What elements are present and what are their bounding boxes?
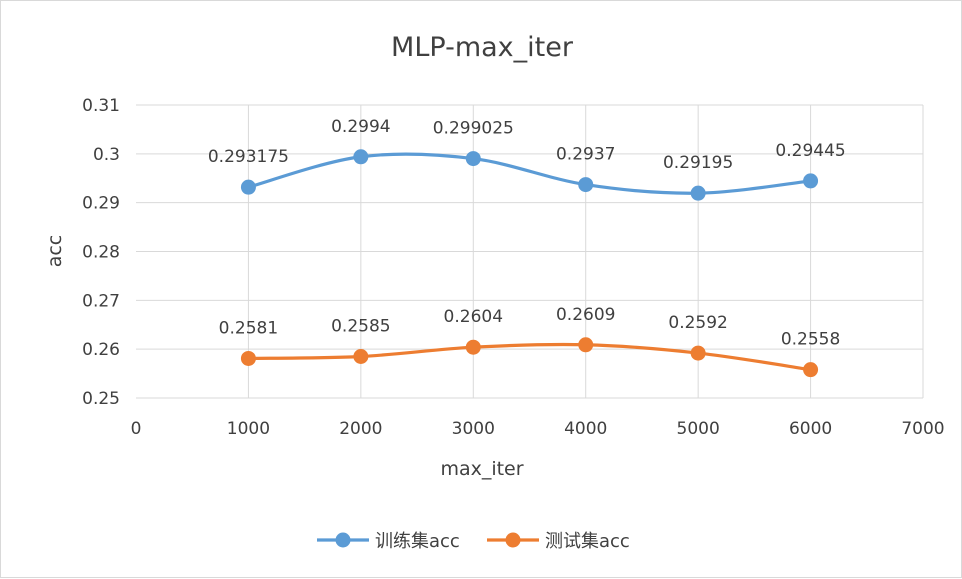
series-line-1 <box>246 152 813 195</box>
data-label-series-1: 0.293175 <box>208 147 289 167</box>
y-tick-label: 0.28 <box>82 243 120 263</box>
data-point-series-2[interactable] <box>803 362 819 378</box>
series-layer <box>240 149 819 378</box>
gridlines <box>136 104 924 399</box>
data-label-series-1: 0.29195 <box>663 153 733 173</box>
data-point-series-1[interactable] <box>465 151 481 167</box>
data-point-series-2[interactable] <box>240 350 256 366</box>
y-axis-label: acc <box>44 235 66 268</box>
legend-item-2[interactable]: 测试集acc <box>487 531 630 552</box>
data-point-series-1[interactable] <box>690 185 706 201</box>
data-point-series-1[interactable] <box>240 179 256 195</box>
data-point-series-2[interactable] <box>578 337 594 353</box>
x-tick-label: 2000 <box>339 419 382 439</box>
y-axis-ticks: 0.25 0.26 0.27 0.28 0.29 0.3 0.31 <box>82 96 120 409</box>
data-label-series-1: 0.2994 <box>331 117 390 137</box>
series-line-2 <box>246 342 813 372</box>
y-tick-label: 0.31 <box>82 96 120 116</box>
data-point-series-1[interactable] <box>803 173 819 189</box>
data-point-series-1[interactable] <box>353 149 369 165</box>
legend-label: 训练集acc <box>375 531 460 552</box>
x-tick-label: 7000 <box>901 419 944 439</box>
chart-title: MLP-max_iter <box>391 32 574 63</box>
data-label-series-1: 0.299025 <box>433 119 514 139</box>
data-point-series-1[interactable] <box>578 177 594 193</box>
data-labels: 0.293175 0.2994 0.299025 0.2937 0.29195 0.294… <box>208 117 846 350</box>
y-tick-label: 0.27 <box>82 291 120 311</box>
x-tick-label: 5000 <box>677 419 720 439</box>
x-tick-label: 1000 <box>227 419 270 439</box>
data-label-series-2: 0.2592 <box>668 313 727 333</box>
legend-label: 测试集acc <box>545 531 630 552</box>
data-label-series-2: 0.2581 <box>219 318 278 338</box>
x-tick-label: 4000 <box>564 419 607 439</box>
y-tick-label: 0.26 <box>82 340 120 360</box>
legend-marker-icon <box>505 532 521 548</box>
data-point-series-2[interactable] <box>690 345 706 361</box>
x-axis-label: max_iter <box>440 458 523 480</box>
x-tick-label: 0 <box>131 419 142 439</box>
y-tick-label: 0.25 <box>82 389 120 409</box>
data-label-series-1: 0.29445 <box>775 141 845 161</box>
legend[interactable]: 训练集acc 测试集acc <box>317 531 630 552</box>
data-label-series-2: 0.2609 <box>556 305 615 325</box>
x-tick-label: 3000 <box>452 419 495 439</box>
data-point-series-2[interactable] <box>353 348 369 364</box>
data-label-series-2: 0.2585 <box>331 316 390 336</box>
data-point-series-2[interactable] <box>465 339 481 355</box>
x-tick-label: 6000 <box>789 419 832 439</box>
data-label-series-1: 0.2937 <box>556 145 615 165</box>
legend-marker-icon <box>335 532 351 548</box>
x-axis-ticks: 0 1000 2000 3000 4000 5000 6000 7000 <box>131 419 945 439</box>
y-tick-label: 0.29 <box>82 194 120 214</box>
y-tick-label: 0.3 <box>93 145 120 165</box>
data-label-series-2: 0.2604 <box>444 307 503 327</box>
data-label-series-2: 0.2558 <box>781 330 840 350</box>
legend-item-1[interactable]: 训练集acc <box>317 531 460 552</box>
